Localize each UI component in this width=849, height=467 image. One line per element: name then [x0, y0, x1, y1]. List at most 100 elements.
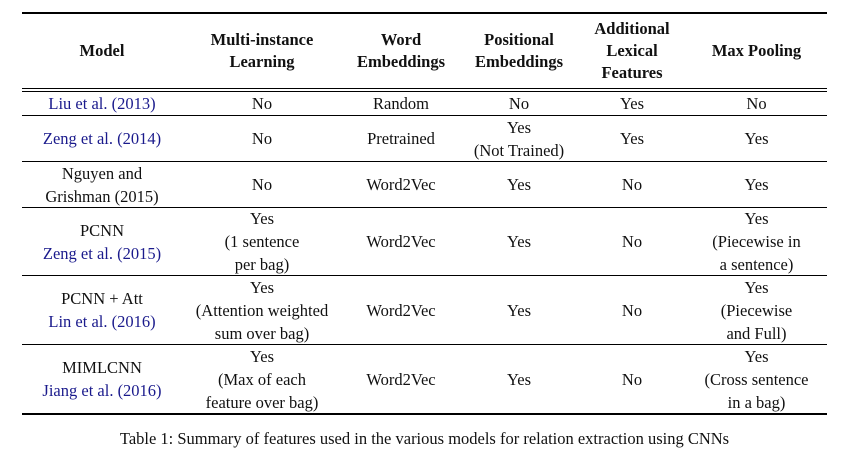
model-cell: PCNN + Att Lin et al. (2016): [22, 276, 182, 344]
header-multi-instance: Multi-instance Learning: [182, 14, 342, 88]
lexical-features-value: No: [621, 232, 643, 251]
header-pos-line: Positional: [484, 30, 554, 49]
table-row: PCNN + Att Lin et al. (2016) Yes (Attention…: [22, 276, 827, 344]
row-rule: [22, 207, 827, 208]
max-pooling-cell: Yes: [686, 162, 827, 207]
header-model: Model: [22, 14, 182, 88]
multi-instance-value: (Max of each: [218, 369, 306, 389]
header-rule-1: [22, 88, 827, 89]
multi-instance-value: No: [251, 94, 273, 113]
max-pooling-value: Yes: [744, 209, 769, 228]
positional-embeddings-value: Yes: [506, 175, 531, 194]
header-lex-line: Features: [601, 63, 663, 82]
lexical-features-cell: No: [578, 276, 686, 344]
max-pooling-value: (Piecewise in: [712, 232, 801, 251]
row-rule: [22, 275, 827, 276]
multi-instance-value: per bag): [234, 255, 290, 274]
citation-link: Jiang et al. (2016): [42, 381, 162, 400]
max-pooling-value: Yes: [744, 129, 769, 148]
multi-instance-value: (Attention weighted: [195, 300, 329, 320]
max-pooling-value: (Cross sentence: [704, 369, 809, 389]
row-rule: [22, 161, 827, 162]
citation-link: Lin et al. (2016): [48, 312, 156, 331]
model-cell: Liu et al. (2013): [22, 92, 182, 115]
positional-embeddings-value: Yes: [506, 300, 531, 320]
model-cell: Zeng et al. (2014): [22, 116, 182, 161]
positional-embeddings-cell: No: [460, 92, 578, 115]
word-embeddings-value: Word2Vec: [366, 369, 436, 389]
header-pos-line: Embeddings: [474, 52, 564, 71]
max-pooling-value: No: [746, 94, 767, 113]
max-pooling-cell: Yes: [686, 116, 827, 161]
positional-embeddings-value: (Not Trained): [473, 140, 565, 160]
word-embeddings-value: Pretrained: [367, 129, 435, 148]
model-name: PCNN: [79, 220, 124, 240]
row-rule: [22, 344, 827, 345]
max-pooling-value: and Full): [726, 323, 787, 343]
header-rule-2: [22, 91, 827, 92]
max-pooling-value: Yes: [744, 277, 769, 297]
header-positional-embeddings: Positional Embeddings: [460, 14, 578, 88]
lexical-features-cell: Yes: [578, 116, 686, 161]
word-embeddings-cell: Word2Vec: [342, 276, 460, 344]
header-mil-line: Learning: [229, 52, 295, 71]
bottom-rule: [22, 413, 827, 415]
table-row: PCNN Zeng et al. (2015) Yes (1 sentence per …: [22, 208, 827, 275]
multi-instance-cell: Yes (Max of each feature over bag): [182, 345, 342, 413]
model-name: PCNN + Att: [61, 289, 143, 308]
citation-link: Zeng et al. (2015): [42, 243, 162, 263]
table-row: Liu et al. (2013) No Random No Yes No: [22, 92, 827, 115]
multi-instance-cell: No: [182, 92, 342, 115]
header-model-label: Model: [79, 41, 125, 60]
top-rule: [22, 12, 827, 14]
multi-instance-cell: Yes (1 sentence per bag): [182, 208, 342, 275]
lexical-features-value: Yes: [619, 94, 644, 113]
max-pooling-cell: Yes (Piecewise in a sentence): [686, 208, 827, 275]
lexical-features-value: Yes: [619, 129, 644, 148]
table-caption: Table 1: Summary of features used in the…: [119, 429, 730, 448]
max-pooling-cell: No: [686, 92, 827, 115]
max-pooling-cell: Yes (Cross sentence in a bag): [686, 345, 827, 413]
word-embeddings-cell: Word2Vec: [342, 162, 460, 207]
header-max-pooling: Max Pooling: [686, 14, 827, 88]
multi-instance-value: No: [251, 129, 273, 148]
positional-embeddings-value: Yes: [506, 117, 531, 137]
model-cell: Nguyen and Grishman (2015): [22, 162, 182, 207]
positional-embeddings-cell: Yes: [460, 162, 578, 207]
header-lex-line: Lexical: [606, 41, 658, 60]
header-lex-line: Additional: [594, 19, 670, 38]
model-name: Nguyen and: [61, 163, 143, 183]
header-word-embeddings: Word Embeddings: [342, 14, 460, 88]
table-header: Model Multi-instance Learning Word Embed…: [22, 14, 827, 88]
header-mil-line: Multi-instance: [210, 30, 314, 49]
word-embeddings-value: Word2Vec: [366, 300, 436, 320]
header-maxpool-label: Max Pooling: [711, 41, 802, 60]
lexical-features-value: No: [621, 369, 643, 389]
citation-link: Liu et al. (2013): [48, 94, 156, 113]
positional-embeddings-cell: Yes: [460, 208, 578, 275]
model-name: Grishman (2015): [45, 186, 159, 206]
lexical-features-value: No: [621, 175, 643, 194]
model-name: MIMLCNN: [62, 358, 142, 377]
multi-instance-value: sum over bag): [214, 323, 310, 343]
max-pooling-value: in a bag): [727, 392, 786, 412]
word-embeddings-value: Word2Vec: [366, 175, 436, 194]
table-row: MIMLCNN Jiang et al. (2016) Yes (Max of eac…: [22, 345, 827, 413]
positional-embeddings-value: No: [508, 94, 530, 113]
positional-embeddings-cell: Yes (Not Trained): [460, 116, 578, 161]
multi-instance-value: Yes: [249, 277, 274, 297]
max-pooling-value: Yes: [744, 175, 769, 194]
lexical-features-value: No: [621, 300, 643, 320]
lexical-features-cell: No: [578, 208, 686, 275]
model-cell: PCNN Zeng et al. (2015): [22, 208, 182, 275]
max-pooling-cell: Yes (Piecewise and Full): [686, 276, 827, 344]
header-word-line: Embeddings: [356, 52, 446, 71]
citation-link: Zeng et al. (2014): [42, 129, 162, 148]
word-embeddings-cell: Pretrained: [342, 116, 460, 161]
row-rule: [22, 115, 827, 116]
positional-embeddings-value: Yes: [506, 369, 531, 389]
multi-instance-value: feature over bag): [205, 392, 319, 412]
table-row: Zeng et al. (2014) No Pretrained Yes (Not Tr…: [22, 116, 827, 161]
word-embeddings-value: Word2Vec: [366, 232, 436, 251]
lexical-features-cell: No: [578, 345, 686, 413]
